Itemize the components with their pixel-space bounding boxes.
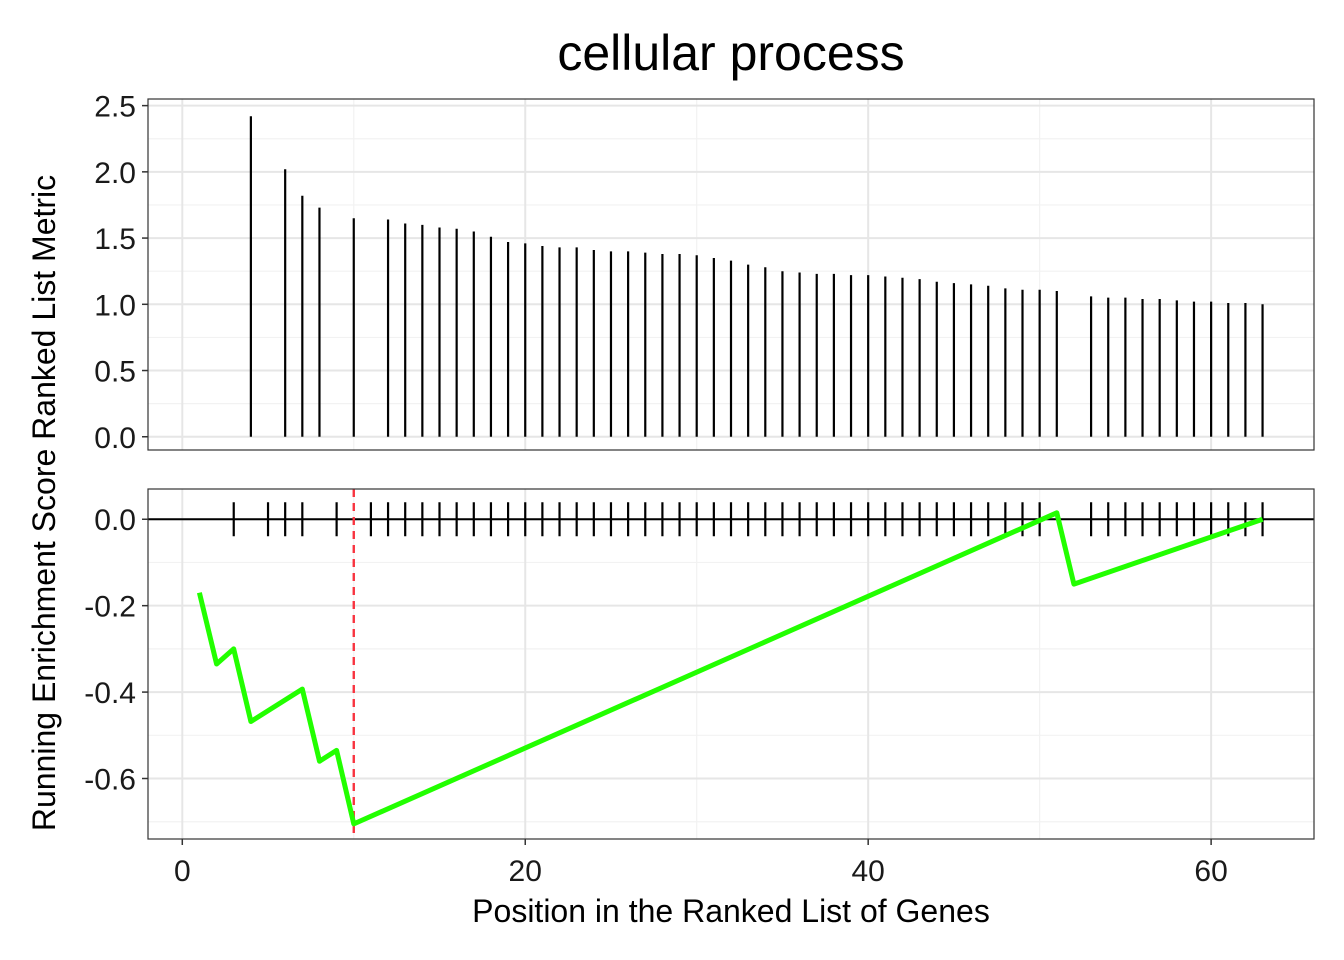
x-axis-ticks: 0 20 40 60 [174,839,1228,888]
top-y-tick-label: 2.5 [94,91,136,124]
x-tick-label: 0 [174,855,191,888]
bottom-panel-y-ticks: 0.0 -0.2 -0.4 -0.6 [84,504,148,797]
bottom-y-tick-label: -0.6 [84,764,136,797]
top-y-tick-label: 2.0 [94,157,136,190]
bottom-panel-border [147,488,1315,840]
top-panel-y-ticks: 0.0 0.5 1.0 1.5 2.0 2.5 [94,91,148,455]
metric-bars [249,116,1264,437]
gene-hit-rug [232,502,1264,537]
top-panel-border [147,98,1315,451]
bottom-y-tick-label: -0.4 [84,677,136,710]
x-tick-label: 20 [509,855,542,888]
bottom-panel-grid [148,489,1314,839]
top-y-tick-label: 0.0 [94,422,136,455]
x-axis-title: Position in the Ranked List of Genes [472,893,990,929]
top-panel-grid [148,99,1314,450]
top-panel: 0.0 0.5 1.0 1.5 2.0 2.5 [94,91,1315,455]
y-axis-title: Running Enrichment Score Ranked List Met… [26,175,62,831]
x-tick-label: 40 [851,855,884,888]
bottom-panel: 0.0 -0.2 -0.4 -0.6 0 20 40 60 [84,488,1315,888]
chart-title: cellular process [557,25,904,81]
x-tick-label: 60 [1194,855,1227,888]
top-y-tick-label: 1.5 [94,223,136,256]
top-y-tick-label: 1.0 [94,289,136,322]
bottom-y-tick-label: 0.0 [94,504,136,537]
running-enrichment-line [196,510,1264,827]
bottom-y-tick-label: -0.2 [84,591,136,624]
top-y-tick-label: 0.5 [94,356,136,389]
